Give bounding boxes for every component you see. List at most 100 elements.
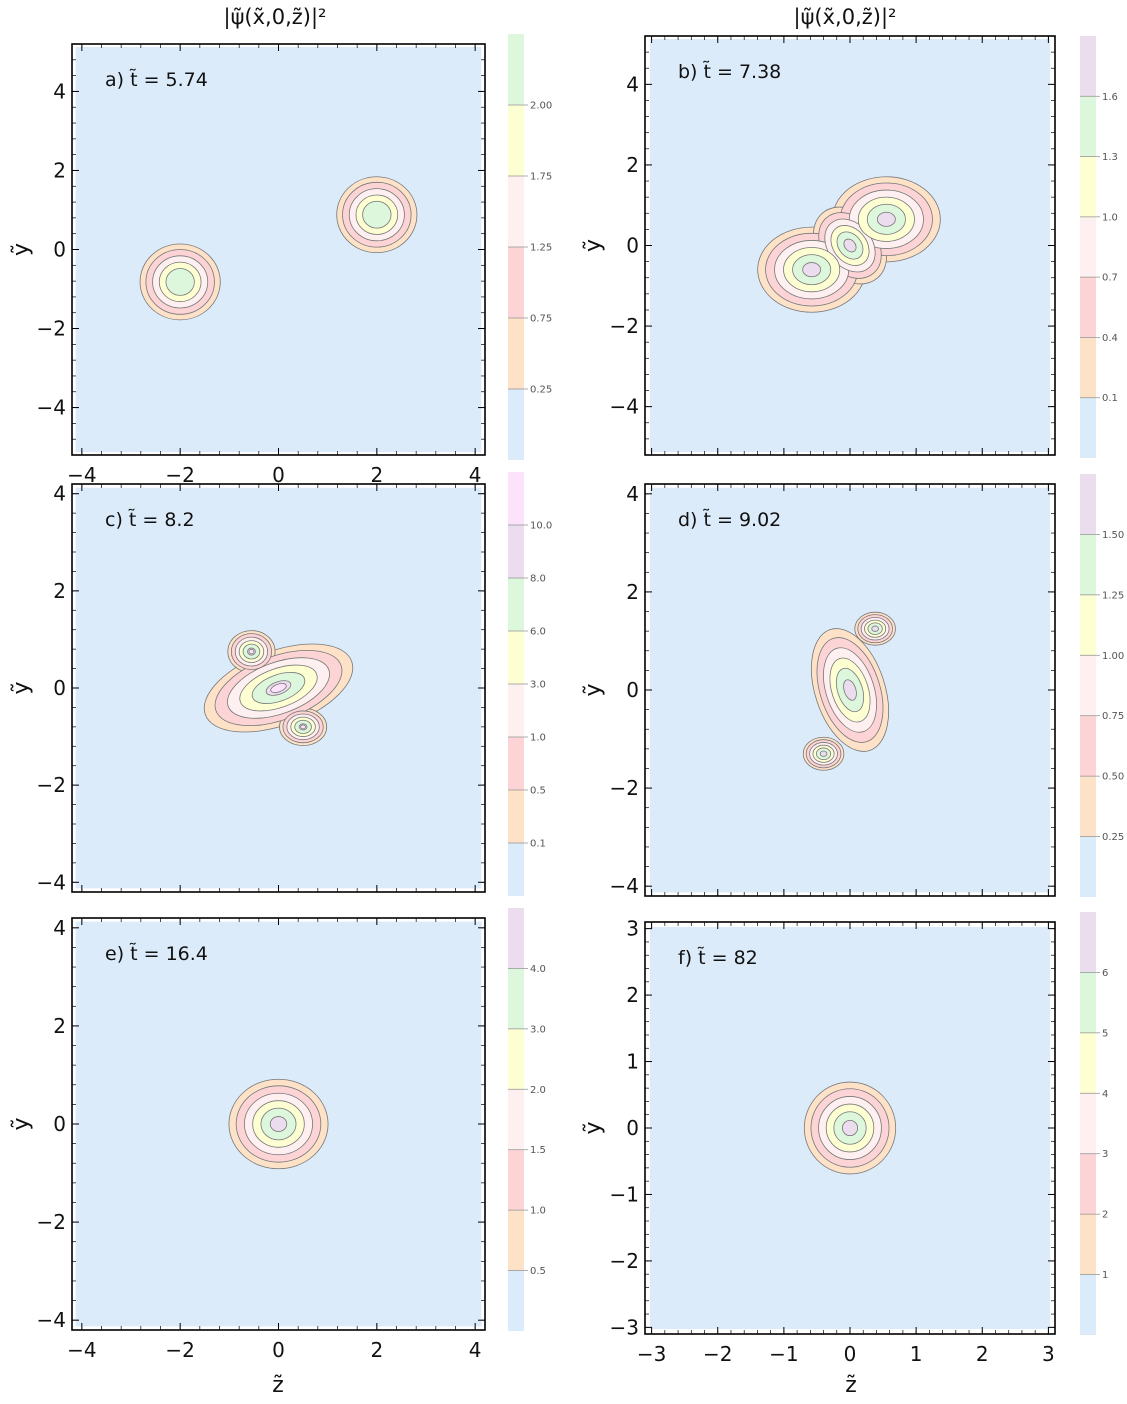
- colorbar-band-5: [1080, 156, 1096, 217]
- x-tick-label: 3: [1042, 1342, 1055, 1366]
- colorbar: 0.25 0.75 1.25 1.75 2.00: [508, 34, 552, 460]
- y-tick-label: 4: [53, 482, 66, 506]
- y-tick-label: 0: [53, 1112, 66, 1136]
- contour-level-7-blob-3: [300, 724, 306, 730]
- colorbar-band-6: [1080, 972, 1096, 1033]
- colorbar-tick-label: 4.0: [530, 964, 546, 975]
- colorbar-band-1: [508, 843, 524, 896]
- colorbar-tick-label: 0.75: [1102, 711, 1124, 722]
- y-axis-label: ỹ: [9, 243, 34, 256]
- colorbar-tick-label: 2.0: [530, 1085, 546, 1096]
- x-axis-label-left: z̃: [272, 1373, 284, 1398]
- x-tick-label: −2: [703, 1342, 732, 1366]
- colorbar-band-1: [1080, 397, 1096, 458]
- colorbar-band-5: [1080, 1032, 1096, 1094]
- y-tick-label: 4: [626, 72, 639, 96]
- colorbar-tick-label: 3: [1102, 1149, 1108, 1160]
- y-tick-label: 2: [626, 983, 639, 1007]
- contour-level-7-blob-1: [270, 683, 287, 693]
- colorbar-band-7: [1080, 36, 1096, 97]
- colorbar-band-3: [508, 247, 524, 318]
- colorbar-band-4: [1080, 655, 1096, 716]
- y-axis-label: ỹ: [9, 1117, 34, 1130]
- colorbar-band-2: [1080, 1214, 1096, 1275]
- colorbar-tick-label: 6.0: [530, 627, 546, 638]
- colorbar-band-4: [508, 684, 524, 737]
- colorbar-tick-label: 10.0: [530, 521, 552, 532]
- colorbar-tick-label: 1.25: [1102, 590, 1124, 601]
- colorbar-band-7: [508, 908, 524, 969]
- colorbar-band-3: [1080, 1153, 1096, 1215]
- colorbar-band-2: [508, 1210, 524, 1271]
- colorbar-band-1: [1080, 1274, 1096, 1335]
- colorbar-band-1: [508, 1270, 524, 1331]
- colorbar-tick-label: 0.1: [530, 839, 546, 850]
- colorbar-band-6: [508, 578, 524, 631]
- panel-label: c) t̃ = 8.2: [105, 509, 195, 531]
- y-tick-label: 2: [53, 579, 66, 603]
- colorbar-band-3: [1080, 277, 1096, 338]
- panel-label: d) t̃ = 9.02: [678, 509, 781, 531]
- x-axis-label-right: z̃: [845, 1373, 857, 1398]
- colorbar-tick-label: 1.5: [530, 1145, 546, 1156]
- x-tick-label: 0: [272, 1338, 285, 1362]
- y-tick-label: 4: [53, 79, 66, 103]
- panel-label: f) t̃ = 82: [678, 947, 758, 969]
- y-tick-label: 4: [626, 482, 639, 506]
- contour-level-5-blob-2: [362, 200, 392, 229]
- colorbar-band-7: [1080, 912, 1096, 973]
- colorbar-band-1: [508, 389, 524, 460]
- colorbar-band-3: [508, 737, 524, 790]
- x-tick-label: −4: [67, 463, 96, 487]
- x-tick-label: 2: [976, 1342, 989, 1366]
- colorbar-band-4: [508, 1089, 524, 1150]
- colorbar-tick-label: 0.7: [1102, 273, 1118, 284]
- colorbar-band-5: [508, 631, 524, 684]
- x-tick-label: 0: [272, 463, 285, 487]
- panel-label: b) t̃ = 7.38: [678, 61, 781, 83]
- colorbar-band-5: [508, 1028, 524, 1090]
- colorbar-tick-label: 1.25: [530, 243, 552, 254]
- colorbar-tick-label: 0.5: [530, 786, 546, 797]
- y-tick-label: 1: [626, 1050, 639, 1074]
- colorbar-tick-label: 6: [1102, 968, 1108, 979]
- y-tick-label: −2: [610, 1249, 639, 1273]
- colorbar-band-6: [508, 34, 524, 105]
- colorbar-tick-label: 0.25: [530, 385, 552, 396]
- y-tick-label: −4: [37, 396, 66, 420]
- colorbar-tick-label: 0.75: [530, 314, 552, 325]
- x-tick-label: −1: [769, 1342, 798, 1366]
- column-title-left: |ψ̃(x̃,0,z̃)|²: [224, 5, 327, 30]
- colorbar: 0.5 1.0 1.5 2.0 3.0 4.0: [508, 908, 546, 1331]
- x-tick-label: 4: [469, 1338, 482, 1362]
- colorbar: 1 2 3 4 5 6: [1080, 912, 1108, 1335]
- x-tick-label: 1: [910, 1342, 923, 1366]
- y-tick-label: 2: [53, 1014, 66, 1038]
- y-tick-label: −4: [610, 874, 639, 898]
- contour-level-6-blob-3: [843, 238, 857, 253]
- panel-label: a) t̃ = 5.74: [105, 69, 208, 91]
- y-tick-label: −2: [610, 314, 639, 338]
- colorbar-band-6: [508, 968, 524, 1029]
- y-tick-label: −4: [37, 1308, 66, 1332]
- colorbar-band-5: [508, 105, 524, 176]
- colorbar-tick-label: 1: [1102, 1270, 1108, 1281]
- y-tick-label: −1: [610, 1182, 639, 1206]
- colorbar-tick-label: 1.75: [530, 172, 552, 183]
- x-tick-label: −2: [165, 463, 194, 487]
- colorbar-band-7: [1080, 474, 1096, 535]
- contour-background: [75, 46, 482, 453]
- y-axis-label: ỹ: [581, 683, 606, 696]
- y-axis-label: ỹ: [581, 1121, 606, 1134]
- colorbar-tick-label: 2.00: [530, 101, 552, 112]
- y-tick-label: −2: [37, 317, 66, 341]
- y-tick-label: −4: [610, 395, 639, 419]
- colorbar: 0.25 0.50 0.75 1.00 1.25 1.50: [1080, 474, 1124, 897]
- contour-level-6-blob-3: [819, 750, 828, 757]
- panel-b: −4 −2 0 2 4 ỹ b) t̃ = 7.38 0.1 0.4 0.7 1.0 1.3 1.6: [581, 35, 1118, 458]
- panel-label: e) t̃ = 16.4: [105, 943, 208, 965]
- colorbar-band-6: [1080, 96, 1096, 157]
- colorbar-tick-label: 4: [1102, 1089, 1108, 1100]
- x-tick-label: 2: [370, 463, 383, 487]
- colorbar-tick-label: 1.0: [530, 1206, 546, 1217]
